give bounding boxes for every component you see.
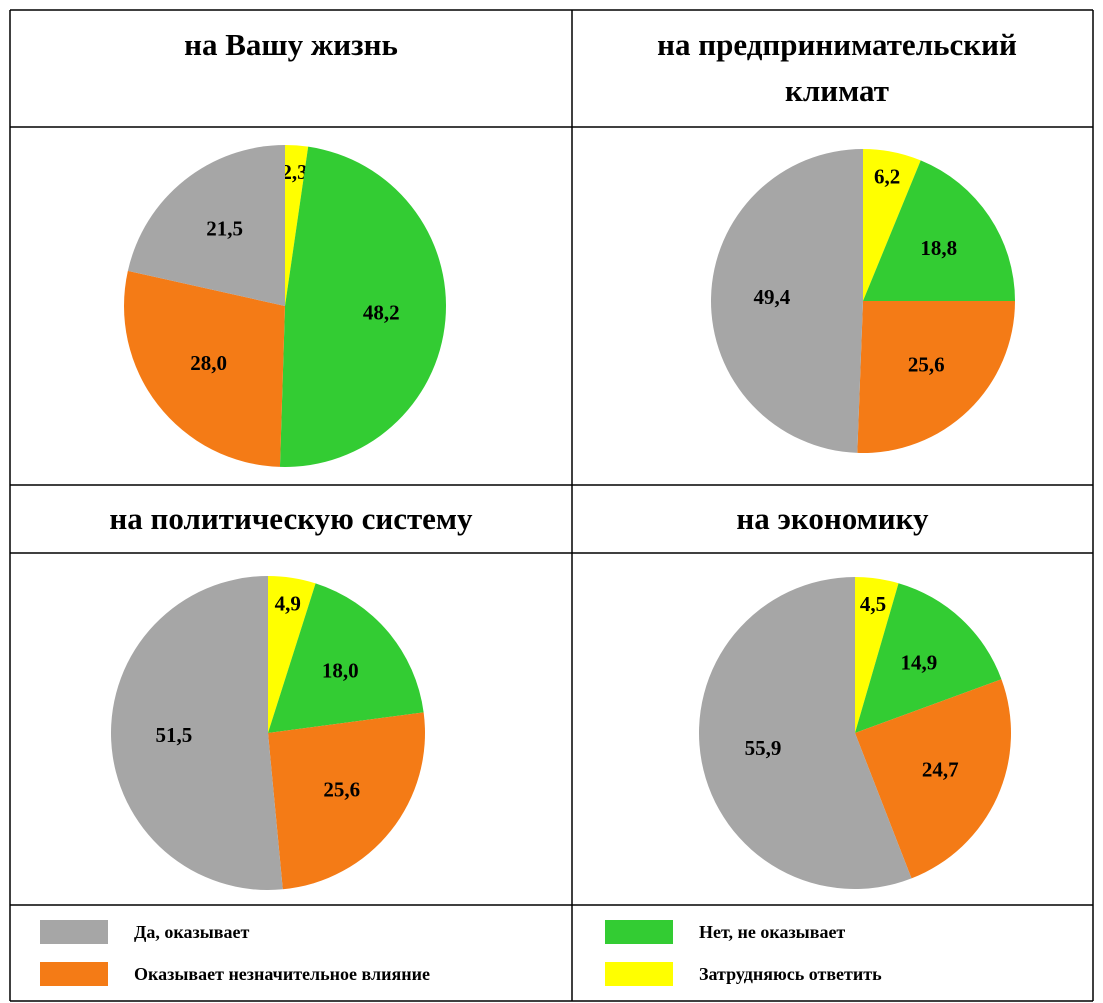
table-borders <box>9 9 1094 1002</box>
chart-title: на Вашу жизнь <box>184 27 398 62</box>
data-label: 4,9 <box>275 592 301 616</box>
pie-slice <box>111 576 283 890</box>
pie-slice <box>268 583 424 733</box>
pie-slice <box>863 149 921 301</box>
chart-title: на политическую систему <box>109 501 473 536</box>
pie-slice <box>268 576 316 733</box>
pie-slice <box>698 577 912 889</box>
pie-slice <box>855 679 1012 879</box>
legend-label: Да, оказывает <box>134 921 250 942</box>
pie-slice <box>855 583 1002 733</box>
legend-item: Нет, не оказывает <box>605 920 845 944</box>
data-label: 28,0 <box>190 351 227 375</box>
pie-slice <box>857 301 1015 454</box>
data-label: 25,6 <box>908 353 945 377</box>
data-label: 18,0 <box>322 658 359 682</box>
legend-item: Оказывает незначительное влияние <box>40 962 430 986</box>
legend-label: Затрудняюсь ответить <box>699 963 882 984</box>
data-label: 49,4 <box>753 285 790 309</box>
legend-item: Да, оказывает <box>40 920 249 944</box>
legend-item: Затрудняюсь ответить <box>605 962 882 986</box>
data-label: 21,5 <box>206 216 243 240</box>
legend-swatch <box>40 920 108 944</box>
pie-slice <box>123 270 285 467</box>
pie-slice <box>285 145 309 306</box>
pie-slice <box>279 146 447 468</box>
data-label: 48,2 <box>363 300 400 324</box>
pie-slice <box>710 149 863 453</box>
data-label: 14,9 <box>900 650 937 674</box>
data-label: 18,8 <box>920 236 957 260</box>
legend-label: Нет, не оказывает <box>699 921 846 942</box>
pie-slice <box>863 160 1015 301</box>
data-label: 25,6 <box>323 777 360 801</box>
data-label: 4,5 <box>860 592 886 616</box>
legend-label: Оказывает незначительное влияние <box>134 963 430 984</box>
pie-slice <box>127 145 285 306</box>
chart-title: на предпринимательский климат <box>657 27 1017 108</box>
chart-title: на экономику <box>736 501 929 536</box>
legend-swatch <box>605 962 673 986</box>
pie-slice <box>855 577 899 733</box>
data-label: 24,7 <box>922 757 959 781</box>
data-label: 55,9 <box>745 736 782 760</box>
legend-swatch <box>40 962 108 986</box>
data-label: 51,5 <box>156 723 193 747</box>
pie-slice <box>268 712 425 890</box>
legend-swatch <box>605 920 673 944</box>
data-label: 6,2 <box>874 165 900 189</box>
data-label: 2,3 <box>281 160 307 184</box>
